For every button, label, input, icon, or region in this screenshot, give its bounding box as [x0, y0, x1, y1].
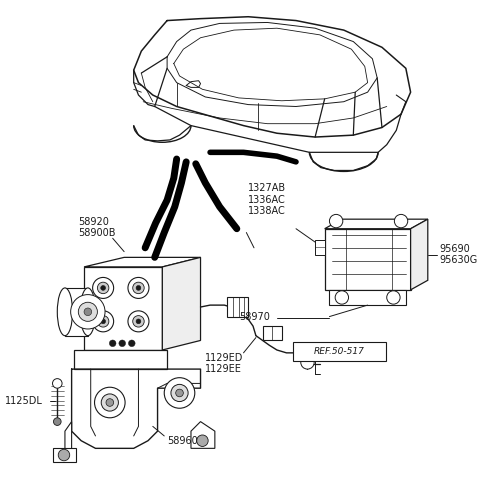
Circle shape [136, 319, 141, 324]
Circle shape [387, 291, 400, 304]
Polygon shape [52, 448, 76, 462]
Text: 1125DL: 1125DL [5, 396, 43, 406]
Polygon shape [315, 240, 324, 255]
Circle shape [133, 282, 144, 294]
Circle shape [84, 308, 92, 316]
Text: REF.50-517: REF.50-517 [313, 347, 364, 356]
Circle shape [176, 389, 183, 397]
Circle shape [52, 379, 62, 388]
Circle shape [53, 418, 61, 426]
Circle shape [128, 311, 149, 332]
Circle shape [97, 316, 109, 327]
Polygon shape [263, 326, 282, 341]
Polygon shape [329, 290, 406, 305]
Text: 1327AB
1336AC
1338AC: 1327AB 1336AC 1338AC [248, 183, 287, 216]
Circle shape [128, 277, 149, 299]
Text: 58970: 58970 [239, 311, 270, 322]
Circle shape [129, 340, 135, 346]
Circle shape [78, 302, 97, 321]
Circle shape [301, 344, 314, 357]
Circle shape [335, 291, 348, 304]
Polygon shape [84, 257, 201, 267]
Circle shape [71, 295, 105, 329]
Circle shape [93, 277, 114, 299]
Circle shape [136, 285, 141, 290]
Circle shape [197, 435, 208, 447]
Circle shape [109, 340, 116, 346]
Circle shape [119, 340, 126, 346]
Circle shape [58, 449, 70, 461]
Circle shape [95, 387, 125, 418]
Circle shape [133, 316, 144, 327]
Ellipse shape [80, 288, 96, 336]
Text: 95690
95630G: 95690 95630G [439, 244, 478, 265]
Circle shape [101, 285, 106, 290]
Circle shape [164, 378, 195, 408]
Circle shape [101, 394, 119, 411]
Polygon shape [227, 298, 248, 317]
Circle shape [106, 399, 114, 407]
Text: 58920
58900B: 58920 58900B [78, 217, 116, 238]
Polygon shape [324, 219, 428, 229]
Circle shape [101, 319, 106, 324]
Polygon shape [84, 267, 162, 350]
Polygon shape [74, 350, 167, 369]
Circle shape [97, 282, 109, 294]
Polygon shape [65, 422, 72, 450]
Text: 1129ED
1129EE: 1129ED 1129EE [205, 353, 244, 374]
Polygon shape [191, 422, 215, 448]
Polygon shape [410, 219, 428, 290]
Circle shape [93, 311, 114, 332]
Ellipse shape [57, 288, 72, 336]
Circle shape [171, 385, 188, 402]
Polygon shape [324, 229, 410, 290]
Polygon shape [162, 257, 201, 350]
Text: 58960: 58960 [167, 436, 198, 446]
Circle shape [395, 214, 408, 228]
Circle shape [329, 214, 343, 228]
Circle shape [301, 356, 314, 369]
FancyBboxPatch shape [293, 343, 386, 362]
Polygon shape [65, 288, 88, 336]
